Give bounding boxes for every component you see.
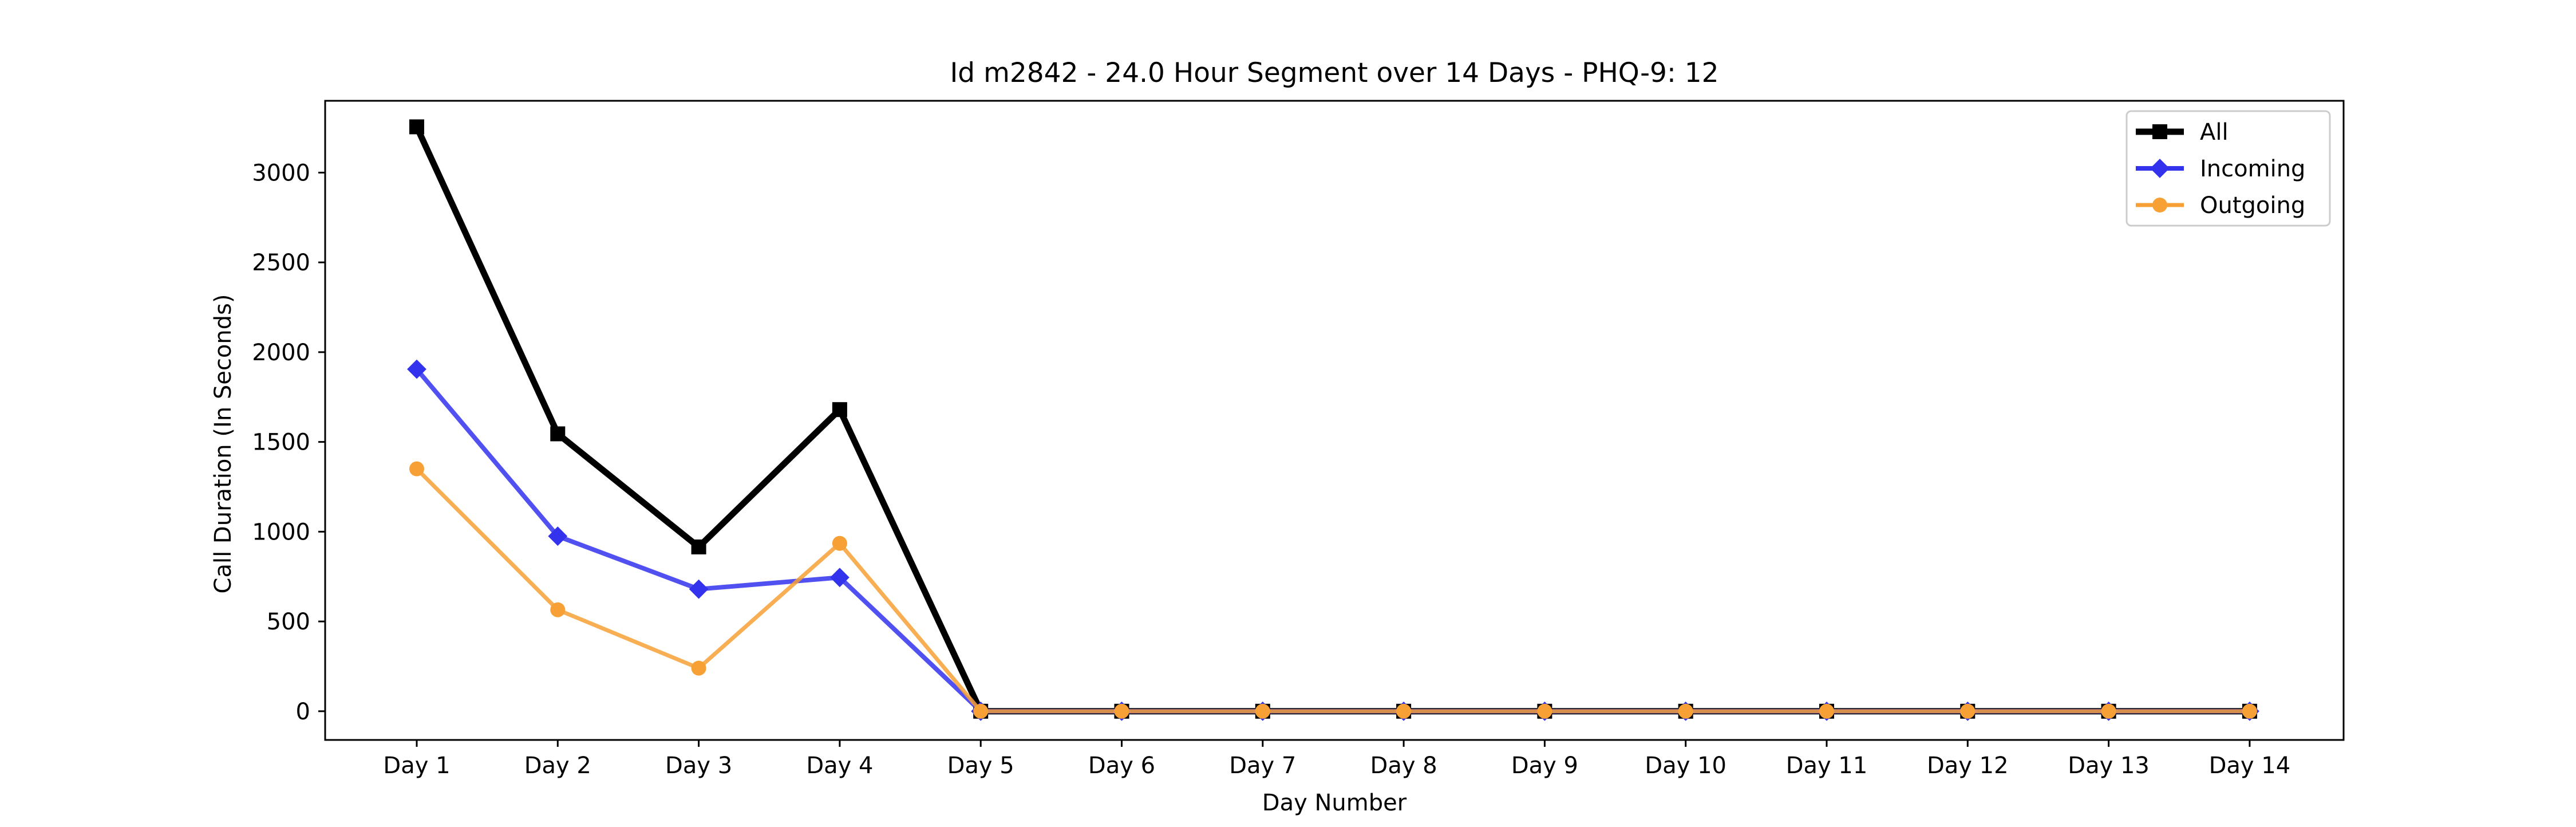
data-point-outgoing-13 bbox=[2101, 703, 2116, 719]
data-point-outgoing-5 bbox=[973, 703, 989, 719]
data-point-outgoing-8 bbox=[1396, 703, 1412, 719]
x-tick-label: Day 4 bbox=[806, 753, 873, 779]
y-tick-label: 3000 bbox=[252, 160, 310, 186]
y-tick-label: 500 bbox=[267, 609, 310, 635]
data-point-incoming-4 bbox=[830, 568, 850, 588]
data-point-all-3 bbox=[691, 539, 706, 555]
data-point-outgoing-3 bbox=[691, 660, 706, 676]
series-line-all bbox=[413, 123, 2253, 715]
data-point-outgoing-4 bbox=[832, 535, 847, 551]
data-point-outgoing-14 bbox=[2242, 703, 2257, 719]
legend-marker-all bbox=[2152, 124, 2167, 139]
y-tick-label: 1000 bbox=[252, 519, 310, 545]
legend-marker-outgoing bbox=[2152, 198, 2167, 212]
x-tick-label: Day 2 bbox=[524, 753, 591, 779]
chart-title: Id m2842 - 24.0 Hour Segment over 14 Day… bbox=[950, 57, 1718, 89]
axes: 0 500 1000 1500 2000 2500 3000 Day 1 Day 2 Day 3 D… bbox=[252, 100, 2345, 779]
x-tick-label: Day 7 bbox=[1229, 753, 1296, 779]
x-tick-label: Day 1 bbox=[383, 753, 450, 779]
legend: All Incoming Outgoing bbox=[2125, 110, 2331, 227]
legend-marker-incoming bbox=[2150, 159, 2170, 178]
data-point-all-2 bbox=[550, 426, 566, 442]
data-point-all-1 bbox=[409, 119, 424, 135]
y-tick-label: 2000 bbox=[252, 340, 310, 366]
series-line-outgoing bbox=[414, 467, 2252, 714]
data-point-outgoing-2 bbox=[550, 602, 566, 617]
data-point-incoming-1 bbox=[407, 359, 426, 379]
data-point-all-4 bbox=[832, 402, 847, 418]
legend-label-outgoing: Outgoing bbox=[2200, 192, 2305, 219]
y-tick-label: 1500 bbox=[252, 430, 310, 456]
data-point-incoming-2 bbox=[548, 526, 568, 546]
data-point-outgoing-7 bbox=[1255, 703, 1270, 719]
y-axis-label: Call Duration (In Seconds) bbox=[210, 294, 236, 594]
x-tick-label: Day 8 bbox=[1370, 753, 1437, 779]
x-tick-label: Day 14 bbox=[2209, 753, 2291, 779]
plot-area bbox=[407, 119, 2259, 721]
x-axis-label: Day Number bbox=[1262, 790, 1407, 816]
x-tick-label: Day 9 bbox=[1511, 753, 1578, 779]
plot-frame bbox=[324, 100, 2345, 741]
x-tick-label: Day 10 bbox=[1645, 753, 1726, 779]
x-tick-label: Day 3 bbox=[665, 753, 732, 779]
x-tick-label: Day 5 bbox=[947, 753, 1014, 779]
data-point-outgoing-11 bbox=[1819, 703, 1834, 719]
x-tick-label: Day 11 bbox=[1786, 753, 1868, 779]
legend-box bbox=[2125, 110, 2331, 227]
data-point-outgoing-1 bbox=[409, 461, 424, 476]
legend-label-incoming: Incoming bbox=[2200, 156, 2305, 182]
legend-label-all: All bbox=[2200, 119, 2229, 145]
x-tick-label: Day 6 bbox=[1088, 753, 1155, 779]
y-tick-label: 0 bbox=[296, 699, 310, 725]
x-tick-label: Day 12 bbox=[1927, 753, 2009, 779]
data-point-outgoing-10 bbox=[1678, 703, 1693, 719]
data-point-incoming-3 bbox=[689, 579, 709, 599]
data-point-outgoing-12 bbox=[1960, 703, 1976, 719]
data-point-outgoing-9 bbox=[1537, 703, 1552, 719]
data-point-outgoing-6 bbox=[1114, 703, 1129, 719]
x-tick-label: Day 13 bbox=[2068, 753, 2150, 779]
y-tick-label: 2500 bbox=[252, 250, 310, 276]
